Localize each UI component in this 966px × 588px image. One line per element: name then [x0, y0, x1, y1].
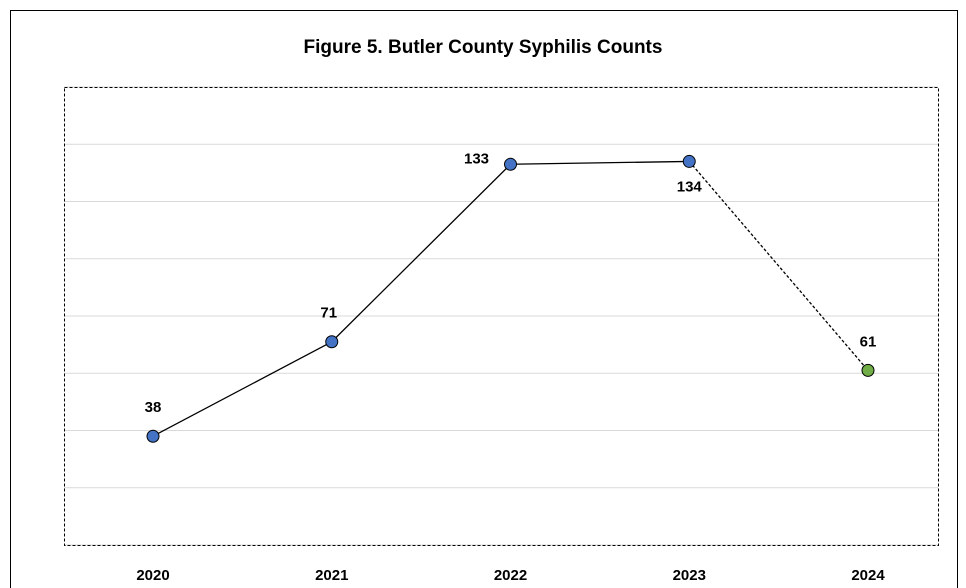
data-label: 71: [320, 305, 337, 322]
data-label: 134: [677, 178, 703, 195]
data-label: 61: [860, 333, 877, 350]
data-label: 38: [145, 399, 162, 416]
x-tick-label: 2021: [315, 567, 348, 584]
x-tick-label: 2022: [494, 567, 527, 584]
marker: [682, 154, 696, 168]
plot-border: [64, 87, 939, 546]
chart-border: [10, 10, 958, 588]
chart-title: Figure 5. Butler County Syphilis Counts: [304, 37, 663, 58]
data-label: 133: [464, 150, 489, 167]
marker: [861, 363, 875, 377]
line-segment: [152, 341, 333, 437]
marker: [504, 157, 517, 171]
line-segment: [510, 160, 690, 165]
x-tick-label: 2023: [673, 567, 706, 584]
x-tick-label: 2020: [136, 567, 169, 584]
marker: [325, 335, 339, 349]
line-segment: [688, 161, 869, 371]
x-tick-label: 2024: [851, 567, 885, 584]
line-segment: [331, 163, 511, 343]
marker: [146, 429, 160, 443]
